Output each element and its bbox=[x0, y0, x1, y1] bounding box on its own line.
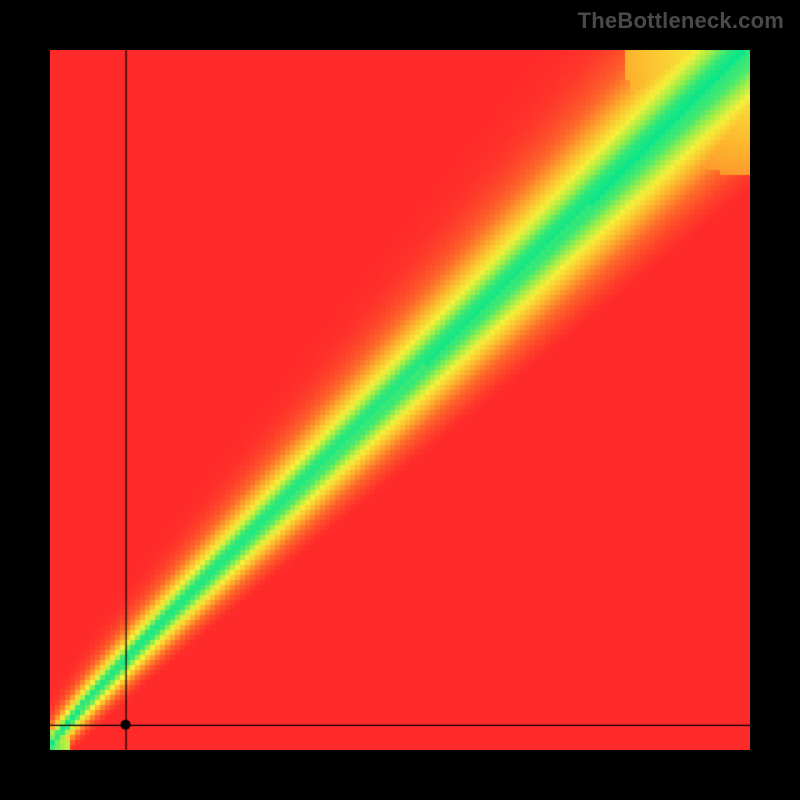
plot-area bbox=[50, 50, 750, 750]
watermark-text: TheBottleneck.com bbox=[578, 8, 784, 34]
bottleneck-heatmap bbox=[50, 50, 750, 750]
chart-container: TheBottleneck.com bbox=[0, 0, 800, 800]
